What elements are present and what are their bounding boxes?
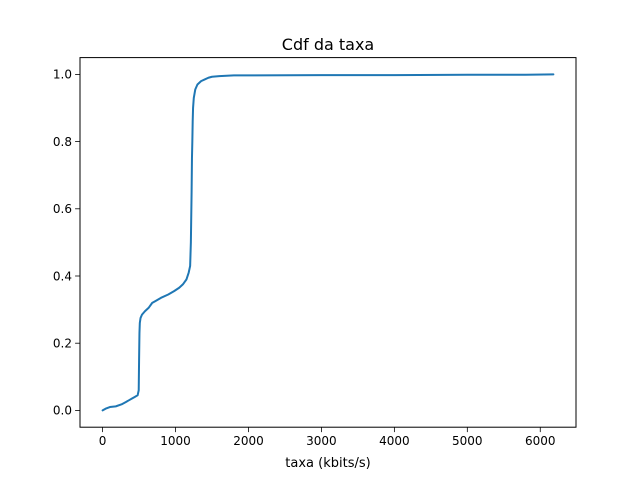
y-tick-label: 1.0 <box>53 68 72 82</box>
chart-title: Cdf da taxa <box>282 35 374 54</box>
y-tick-label: 0.0 <box>53 404 72 418</box>
y-axis-ticks: 0.0 0.2 0.4 0.6 0.8 1.0 <box>53 68 80 418</box>
x-tick-label: 2000 <box>233 434 264 448</box>
x-tick-label: 0 <box>99 434 107 448</box>
x-tick-label: 3000 <box>306 434 337 448</box>
cdf-series-line <box>101 73 555 412</box>
x-axis-label: taxa (kbits/s) <box>285 456 370 471</box>
x-tick-label: 5000 <box>452 434 483 448</box>
y-tick-label: 0.2 <box>53 337 72 351</box>
y-tick-label: 0.8 <box>53 135 72 149</box>
y-tick-label: 0.4 <box>53 269 72 283</box>
x-tick-label: 4000 <box>379 434 410 448</box>
x-tick-label: 6000 <box>525 434 556 448</box>
plot-frame <box>79 57 577 428</box>
y-tick-label: 0.6 <box>53 202 72 216</box>
plot-area: 0 1000 2000 3000 4000 5000 6000 0.00.20.40.60.… <box>53 57 577 448</box>
x-tick-label: 1000 <box>160 434 191 448</box>
x-axis-ticks: 0 1000 2000 3000 4000 5000 6000 <box>99 427 556 448</box>
